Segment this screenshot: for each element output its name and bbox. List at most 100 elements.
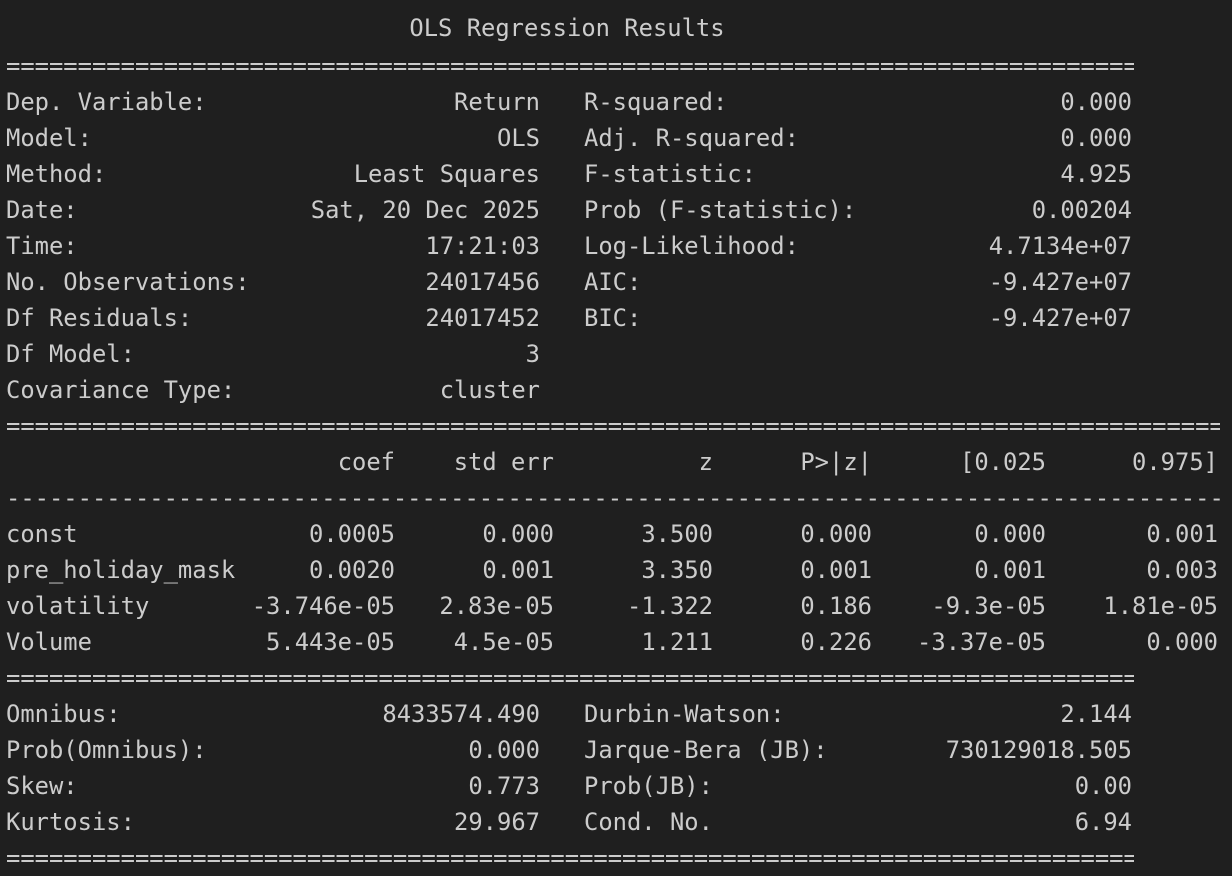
summary-stat-value: -9.427e+07 (988, 268, 1132, 296)
p-value: 0.000 (800, 520, 872, 548)
separator-bottom: ========================================… (6, 844, 1134, 872)
summary-value: 3 (525, 340, 540, 368)
summary-stat-label: BIC: (584, 304, 642, 332)
coef-value: 0.0020 (309, 556, 395, 584)
ci-high-header: 0.975] (1132, 448, 1218, 476)
ci-low-header: [0.025 (960, 448, 1046, 476)
diagnostics-stat-label: Cond. No. (584, 808, 713, 836)
z-value: 3.500 (641, 520, 713, 548)
table-row: Volume 5.443e-05 4.5e-05 1.211 0.226 -3.37e-0… (0, 624, 1232, 660)
coef-header: coef (337, 448, 395, 476)
ci-high-value: 1.81e-05 (1103, 592, 1218, 620)
std-err-value: 0.000 (482, 520, 554, 548)
std-err-value: 2.83e-05 (439, 592, 554, 620)
diagnostics-label: Prob(Omnibus): (6, 736, 207, 764)
summary-stat-value: -9.427e+07 (988, 304, 1132, 332)
variable-name: const (6, 520, 78, 548)
summary-row: Df Model: 3 (0, 336, 1232, 372)
diagnostics-value: 29.967 (454, 808, 540, 836)
ci-high-value: 0.001 (1146, 520, 1218, 548)
summary-row: Dep. Variable: Return R-squared: 0.000 (0, 84, 1232, 120)
diagnostics-row: Omnibus: 8433574.490 Durbin-Watson: 2.144 (0, 696, 1232, 732)
table-row: const 0.0005 0.000 3.500 0.000 0.000 0.001 (0, 516, 1232, 552)
summary-value: Sat, 20 Dec 2025 (310, 196, 540, 224)
diagnostics-stat-label: Prob(JB): (584, 772, 713, 800)
ci-low-value: -9.3e-05 (931, 592, 1046, 620)
summary-value: 24017452 (425, 304, 540, 332)
p-value-header: P>|z| (800, 448, 872, 476)
std-err-value: 4.5e-05 (453, 628, 554, 656)
summary-label: Dep. Variable: (6, 88, 207, 116)
diagnostics-stat-value: 730129018.505 (945, 736, 1132, 764)
ci-low-value: 0.000 (974, 520, 1046, 548)
summary-row: Date: Sat, 20 Dec 2025 Prob (F-statistic):… (0, 192, 1232, 228)
diagnostics-stat-label: Jarque-Bera (JB): (584, 736, 828, 764)
diagnostics-row: Skew: 0.773 Prob(JB): 0.00 (0, 768, 1232, 804)
summary-stat-label: Adj. R-squared: (584, 124, 799, 152)
p-value: 0.226 (800, 628, 872, 656)
separator-top: ========================================… (6, 52, 1134, 80)
ci-high-value: 0.000 (1146, 628, 1218, 656)
summary-label: Time: (6, 232, 78, 260)
summary-stat-value: 4.7134e+07 (988, 232, 1132, 260)
summary-stat-label: R-squared: (584, 88, 728, 116)
z-value: -1.322 (627, 592, 713, 620)
summary-stat-value: 0.00204 (1031, 196, 1132, 224)
summary-value: 24017456 (425, 268, 540, 296)
summary-value: Least Squares (353, 160, 540, 188)
diagnostics-stat-value: 6.94 (1074, 808, 1132, 836)
summary-stat-label: Prob (F-statistic): (584, 196, 857, 224)
summary-row: Method: Least Squares F-statistic: 4.925 (0, 156, 1232, 192)
summary-value: OLS (497, 124, 540, 152)
summary-stat-label: Log-Likelihood: (584, 232, 799, 260)
coef-value: 5.443e-05 (266, 628, 395, 656)
summary-row: Covariance Type: cluster (0, 372, 1232, 408)
diagnostics-label: Kurtosis: (6, 808, 135, 836)
separator-coef-top: ========================================… (6, 412, 1220, 440)
summary-row: Df Residuals: 24017452 BIC: -9.427e+07 (0, 300, 1232, 336)
report-title: OLS Regression Results (409, 14, 725, 42)
z-value: 1.211 (641, 628, 713, 656)
summary-value: cluster (439, 376, 540, 404)
separator-coef-header: ----------------------------------------… (6, 484, 1220, 512)
diagnostics-row: Prob(Omnibus): 0.000 Jarque-Bera (JB): 7301… (0, 732, 1232, 768)
diagnostics-value: 8433574.490 (382, 700, 540, 728)
variable-name: volatility (6, 592, 150, 620)
summary-label: No. Observations: (6, 268, 250, 296)
ci-high-value: 0.003 (1146, 556, 1218, 584)
summary-label: Model: (6, 124, 92, 152)
summary-row: Model: OLS Adj. R-squared: 0.000 (0, 120, 1232, 156)
summary-value: Return (454, 88, 540, 116)
summary-value: 17:21:03 (425, 232, 540, 260)
ci-low-value: 0.001 (974, 556, 1046, 584)
coef-value: 0.0005 (309, 520, 395, 548)
summary-label: Date: (6, 196, 78, 224)
diagnostics-stat-value: 0.00 (1074, 772, 1132, 800)
diagnostics-stat-value: 2.144 (1060, 700, 1132, 728)
variable-name: Volume (6, 628, 92, 656)
summary-label: Method: (6, 160, 107, 188)
summary-stat-label: F-statistic: (584, 160, 756, 188)
summary-row: Time: 17:21:03 Log-Likelihood: 4.7134e+07 (0, 228, 1232, 264)
z-value: 3.350 (641, 556, 713, 584)
z-header: z (698, 448, 713, 476)
table-row: volatility -3.746e-05 2.83e-05 -1.322 0.186 -… (0, 588, 1232, 624)
summary-label: Df Residuals: (6, 304, 193, 332)
p-value: 0.001 (800, 556, 872, 584)
separator-coef-bottom: ========================================… (6, 664, 1134, 692)
summary-label: Df Model: (6, 340, 135, 368)
diagnostics-value: 0.773 (468, 772, 540, 800)
diagnostics-label: Skew: (6, 772, 78, 800)
coef-header-row: coef std err z P>|z| [0.025 0.975] (0, 444, 1232, 480)
p-value: 0.186 (800, 592, 872, 620)
summary-stat-value: 4.925 (1060, 160, 1132, 188)
std-err-header: std err (453, 448, 554, 476)
diagnostics-value: 0.000 (468, 736, 540, 764)
summary-stat-value: 0.000 (1060, 124, 1132, 152)
diagnostics-row: Kurtosis: 29.967 Cond. No. 6.94 (0, 804, 1232, 840)
coef-value: -3.746e-05 (251, 592, 395, 620)
variable-name: pre_holiday_mask (6, 556, 236, 584)
summary-stat-label: AIC: (584, 268, 642, 296)
summary-label: Covariance Type: (6, 376, 236, 404)
diagnostics-label: Omnibus: (6, 700, 121, 728)
